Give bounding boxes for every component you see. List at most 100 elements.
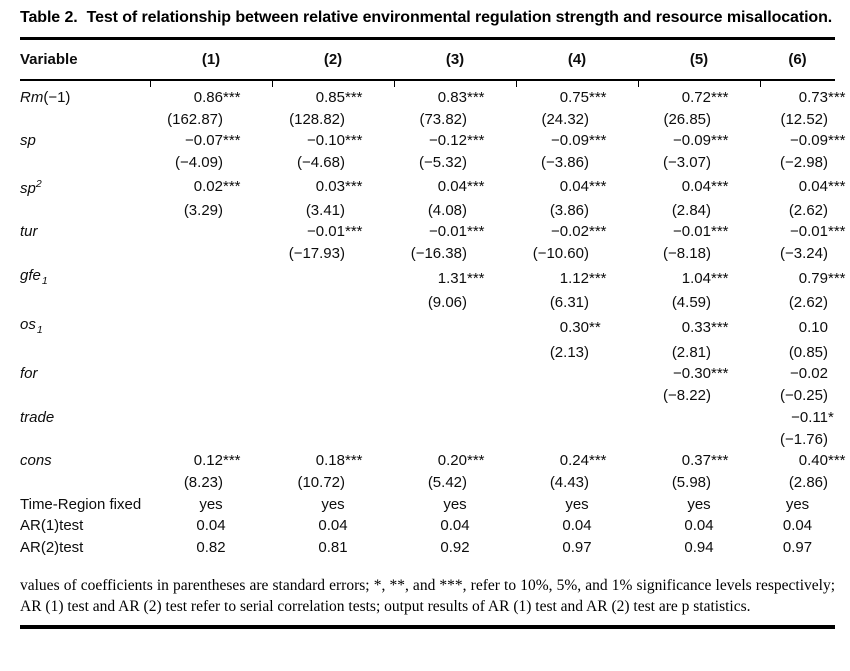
tstat-cell: (2.13) — [549, 343, 589, 361]
table-footnote: values of coefficients in parentheses ar… — [20, 576, 835, 615]
coefficient-cell: −0.02 — [790, 365, 828, 383]
tstat-cell: (4.43) — [549, 473, 589, 491]
tstat-cell — [272, 292, 394, 314]
tstat-cell: (−8.18) — [663, 244, 711, 262]
variable-label-spacer — [20, 472, 150, 494]
tstat-row: (9.06) (6.31) (4.59) (2.62) — [20, 292, 835, 314]
tstat-cell — [272, 429, 394, 451]
tstat-cell — [272, 385, 394, 407]
tstat-row: (−17.93) (−16.38) (−10.60) (−8.18) (−3.24) — [20, 243, 835, 265]
tstat-cell: (−17.93) — [288, 244, 345, 262]
tstat-cell — [150, 243, 272, 265]
info-value-cell: yes — [321, 495, 345, 513]
coefficient-cell: −0.09*** — [673, 132, 729, 150]
tstat-cell — [516, 385, 638, 407]
coefficient-cell: 0.10 — [798, 319, 828, 337]
coefficient-cell: 0.20*** — [437, 452, 485, 470]
info-value-cell: 0.04 — [684, 517, 714, 535]
tstat-cell: (−4.68) — [297, 154, 345, 172]
tstat-row: (−1.76) — [20, 429, 835, 451]
variable-label: tur — [20, 223, 38, 241]
tstat-cell: (26.85) — [663, 110, 711, 128]
coefficient-cell: 0.03*** — [315, 177, 363, 195]
info-value-cell: 0.94 — [684, 539, 714, 557]
coefficient-row: for −0.30*** −0.02 — [20, 363, 835, 385]
coefficient-cell: 0.33*** — [681, 319, 729, 337]
tstat-cell: (−3.07) — [663, 154, 711, 172]
tstat-cell: (5.42) — [427, 473, 467, 491]
tstat-row: (2.13) (2.81) (0.85) — [20, 342, 835, 364]
info-value-cell: 0.92 — [440, 539, 470, 557]
tick-cell — [271, 80, 394, 87]
tick-spacer — [20, 80, 150, 87]
coefficient-cell: 0.12*** — [193, 452, 241, 470]
coefficient-cell — [516, 363, 638, 385]
coefficient-cell: 0.40*** — [798, 452, 846, 470]
coefficient-cell — [272, 314, 394, 342]
coefficient-cell — [394, 407, 516, 429]
info-label: AR(2)test — [20, 539, 84, 557]
info-value-cell: yes — [443, 495, 467, 513]
coefficient-cell: −0.12*** — [429, 132, 485, 150]
coefficient-cell: 0.79*** — [798, 269, 846, 287]
tstat-cell: (−1.76) — [780, 430, 828, 448]
coefficient-cell — [150, 265, 272, 293]
tstat-cell: (4.59) — [671, 294, 711, 312]
coefficient-cell — [638, 407, 760, 429]
tick-cell — [759, 80, 835, 87]
coefficient-cell: −0.01*** — [673, 223, 729, 241]
coefficient-cell: −0.10*** — [307, 132, 363, 150]
info-value-cell: yes — [565, 495, 589, 513]
info-row: Time-Region fixed yes yes yes yes yes yes — [20, 494, 835, 516]
tstat-cell — [272, 342, 394, 364]
coefficient-cell: 1.04*** — [681, 269, 729, 287]
info-label: Time-Region fixed — [20, 495, 142, 513]
variable-label: sp2 — [20, 177, 42, 197]
tstat-cell: (24.32) — [541, 110, 589, 128]
info-value-cell: 0.04 — [318, 517, 348, 535]
tstat-cell: (73.82) — [419, 110, 467, 128]
coefficient-cell: 0.04*** — [559, 177, 607, 195]
coefficient-cell: 0.30** — [559, 319, 601, 337]
coefficient-row: trade −0.11* — [20, 407, 835, 429]
column-header-5: (5) — [638, 37, 760, 81]
tstat-cell: (128.82) — [289, 110, 345, 128]
variable-label: gfe1 — [20, 266, 48, 287]
tstat-cell: (−10.60) — [532, 244, 589, 262]
coefficient-row: tur −0.01*** −0.01*** −0.02*** −0.01*** −0.01… — [20, 221, 846, 243]
table-title: Table 2. Test of relationship between rel… — [20, 6, 835, 29]
info-value-cell: 0.04 — [196, 517, 226, 535]
column-header-2: (2) — [272, 37, 394, 81]
tstat-cell — [394, 385, 516, 407]
info-value-cell: 0.97 — [782, 539, 813, 557]
coefficient-cell: −0.01*** — [790, 223, 846, 241]
variable-label: os1 — [20, 316, 43, 337]
coefficient-cell — [150, 221, 272, 243]
coefficient-cell: −0.30*** — [673, 365, 729, 383]
info-row: AR(1)test 0.04 0.04 0.04 0.04 0.04 0.04 — [20, 515, 835, 537]
coefficient-cell: −0.02*** — [551, 223, 607, 241]
tstat-cell — [638, 429, 760, 451]
tstat-cell: (2.84) — [671, 201, 711, 219]
coefficient-cell: 0.75*** — [559, 89, 607, 106]
variable-label: Rm(−1) — [20, 89, 71, 106]
variable-label: for — [20, 365, 38, 383]
table-caption: Test of relationship between relative en… — [86, 9, 833, 26]
tick-cell — [393, 80, 516, 87]
coefficient-row: gfe1 1.31*** 1.12*** 1.04*** 0.79*** — [20, 265, 846, 293]
header-row: Variable (1) (2) (3) (4) (5) (6) — [20, 37, 835, 81]
info-row: AR(2)test 0.82 0.81 0.92 0.97 0.94 0.97 — [20, 537, 835, 559]
coefficient-cell: −0.09*** — [790, 132, 846, 150]
tstat-cell: (8.23) — [183, 473, 223, 491]
tstat-cell: (3.86) — [549, 201, 589, 219]
tstat-cell: (−5.32) — [419, 154, 467, 172]
tstat-cell — [150, 429, 272, 451]
coefficient-cell — [272, 407, 394, 429]
tstat-cell: (162.87) — [167, 110, 223, 128]
tstat-row: (3.29) (3.41) (4.08) (3.86) (2.84) (2.62) — [20, 200, 835, 222]
table-number: Table 2. — [20, 9, 78, 26]
column-header-3: (3) — [394, 37, 516, 81]
coefficient-cell — [150, 314, 272, 342]
tstat-cell: (6.31) — [549, 294, 589, 312]
coefficient-cell — [272, 265, 394, 293]
